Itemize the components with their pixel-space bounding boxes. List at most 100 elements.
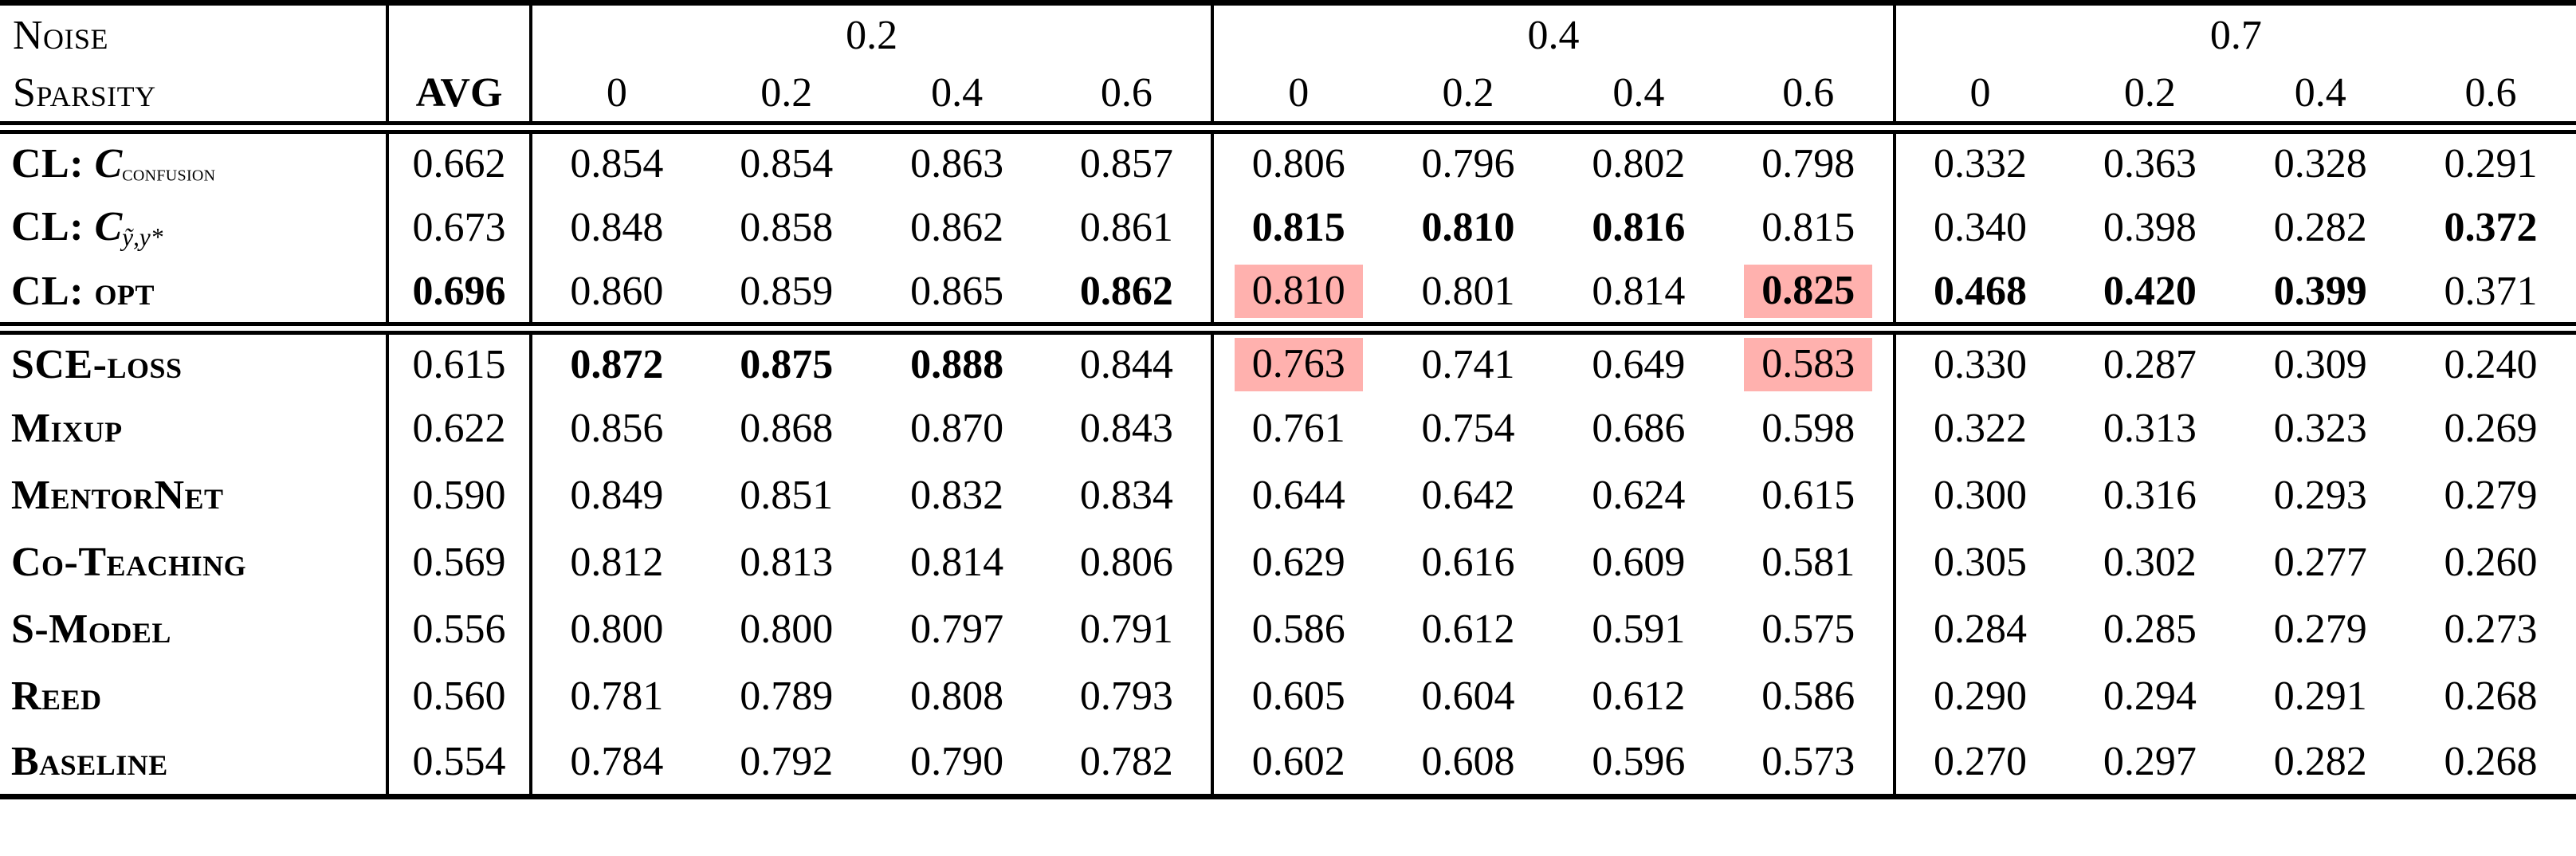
value-cell: 0.294 xyxy=(2103,673,2197,719)
value-cell: 0.789 xyxy=(740,673,834,719)
value-cell: 0.863 xyxy=(910,141,1004,187)
value-cell: 0.287 xyxy=(2103,342,2197,387)
value-cell: 0.825 xyxy=(1723,261,1896,335)
value-cell: 0.282 xyxy=(2273,739,2367,785)
value-cell: 0.268 xyxy=(2444,673,2538,719)
table-row: Co-Teaching 0.569 0.812 0.813 0.814 0.806 0.62… xyxy=(0,528,2576,596)
method-label: SCE-loss xyxy=(0,328,389,395)
value-cell: 0.814 xyxy=(1553,261,1724,335)
value-cell: 0.793 xyxy=(1042,662,1215,730)
value-cell: 0.372 xyxy=(2444,205,2538,250)
avg-cell: 0.615 xyxy=(387,328,532,395)
avg-cell: 0.556 xyxy=(387,595,532,663)
value-cell: 0.851 xyxy=(740,473,834,518)
value-cell: 0.870 xyxy=(910,406,1004,451)
method-label: CL: Cỹ,y* xyxy=(0,194,389,261)
table-row: CL: Cconfusion 0.662 0.854 0.854 0.863 0.857 0… xyxy=(0,127,2576,194)
sparsity-header: 0.2 xyxy=(701,65,872,134)
avg-cell: 0.554 xyxy=(387,729,532,797)
method-label: Baseline xyxy=(0,729,389,797)
value-cell: 0.806 xyxy=(1042,528,1215,596)
value-cell: 0.583 xyxy=(1723,328,1896,395)
table-row: MentorNet 0.590 0.849 0.851 0.832 0.834 0.644 0… xyxy=(0,461,2576,529)
paper-table: Noise 0.2 0.4 0.7 Sparsity AVG 0 0.2 0.4 0.6 0… xyxy=(0,0,2576,799)
method-label-segment: Mixup xyxy=(11,406,123,451)
method-label-segment: SCE-loss xyxy=(11,342,183,387)
method-label: CL: opt xyxy=(0,261,389,335)
highlighted-value: 0.810 xyxy=(1234,265,1363,318)
table-row: S-Model 0.556 0.800 0.800 0.797 0.791 0.586 0.6… xyxy=(0,595,2576,663)
sparsity-header: 0.6 xyxy=(2405,65,2576,134)
value-cell: 0.316 xyxy=(2103,473,2197,518)
value-cell: 0.340 xyxy=(1934,205,2028,250)
value-cell: 0.801 xyxy=(1383,261,1553,335)
value-cell: 0.848 xyxy=(570,205,664,250)
value-cell: 0.279 xyxy=(2273,607,2367,652)
value-cell: 0.285 xyxy=(2103,607,2197,652)
sparsity-row-label: Sparsity xyxy=(0,65,389,134)
method-label-segment: CL: xyxy=(11,141,95,187)
value-cell: 0.293 xyxy=(2273,473,2367,518)
table-row: CL: Cỹ,y* 0.673 0.848 0.858 0.862 0.861 0.815 0… xyxy=(0,194,2576,261)
value-cell: 0.856 xyxy=(570,406,664,451)
value-cell: 0.854 xyxy=(570,141,664,187)
value-cell: 0.420 xyxy=(2064,261,2236,335)
value-cell: 0.371 xyxy=(2405,261,2576,335)
table-row: SCE-loss 0.615 0.872 0.875 0.888 0.844 0.763 0.… xyxy=(0,328,2576,395)
value-cell: 0.802 xyxy=(1592,141,1686,187)
value-cell: 0.791 xyxy=(1042,595,1215,663)
value-cell: 0.832 xyxy=(910,473,1004,518)
sparsity-header: 0.2 xyxy=(1383,65,1553,134)
table-row: Reed 0.560 0.781 0.789 0.808 0.793 0.605 0.604 0… xyxy=(0,662,2576,730)
value-cell: 0.398 xyxy=(2103,205,2197,250)
value-cell: 0.468 xyxy=(1894,261,2065,335)
value-cell: 0.284 xyxy=(1934,607,2028,652)
noise-level-header: 0.4 xyxy=(1212,2,1896,65)
value-cell: 0.297 xyxy=(2103,739,2197,785)
value-cell: 0.305 xyxy=(1934,540,2028,585)
value-cell: 0.782 xyxy=(1042,729,1215,797)
method-label: Reed xyxy=(0,662,389,730)
method-label: Co-Teaching xyxy=(0,528,389,596)
value-cell: 0.872 xyxy=(570,342,664,387)
method-label-segment: confusion xyxy=(122,161,216,187)
avg-header: AVG xyxy=(387,65,532,134)
value-cell: 0.790 xyxy=(910,739,1004,785)
method-label: Mixup xyxy=(0,395,389,462)
sparsity-header: 0.2 xyxy=(2064,65,2236,134)
method-label: MentorNet xyxy=(0,461,389,529)
value-cell: 0.322 xyxy=(1934,406,2028,451)
value-cell: 0.806 xyxy=(1251,141,1345,187)
value-cell: 0.741 xyxy=(1421,342,1515,387)
value-cell: 0.399 xyxy=(2235,261,2406,335)
value-cell: 0.575 xyxy=(1723,595,1896,663)
value-cell: 0.865 xyxy=(871,261,1043,335)
value-cell: 0.598 xyxy=(1723,395,1896,462)
value-cell: 0.616 xyxy=(1421,540,1515,585)
value-cell: 0.268 xyxy=(2444,739,2538,785)
method-label-segment: C xyxy=(94,204,123,250)
value-cell: 0.860 xyxy=(531,261,701,335)
value-cell: 0.277 xyxy=(2273,540,2367,585)
avg-cell: 0.622 xyxy=(387,395,532,462)
method-label-segment: CL: opt xyxy=(11,269,155,314)
value-cell: 0.586 xyxy=(1723,662,1896,730)
method-label-segment: Baseline xyxy=(11,739,168,785)
value-cell: 0.686 xyxy=(1592,406,1686,451)
method-label-segment: Reed xyxy=(11,673,102,719)
sparsity-header: 0 xyxy=(1212,65,1384,134)
value-cell: 0.814 xyxy=(910,540,1004,585)
value-cell: 0.291 xyxy=(2273,673,2367,719)
method-label: CL: Cconfusion xyxy=(0,127,389,194)
value-cell: 0.810 xyxy=(1421,205,1515,250)
value-cell: 0.604 xyxy=(1421,673,1515,719)
sparsity-header: 0.4 xyxy=(1553,65,1724,134)
value-cell: 0.332 xyxy=(1934,141,2028,187)
value-cell: 0.279 xyxy=(2444,473,2538,518)
value-cell: 0.816 xyxy=(1592,205,1686,250)
value-cell: 0.612 xyxy=(1421,607,1515,652)
value-cell: 0.862 xyxy=(910,205,1004,250)
value-cell: 0.649 xyxy=(1592,342,1686,387)
method-label-segment: C xyxy=(94,141,123,187)
value-cell: 0.781 xyxy=(570,673,664,719)
